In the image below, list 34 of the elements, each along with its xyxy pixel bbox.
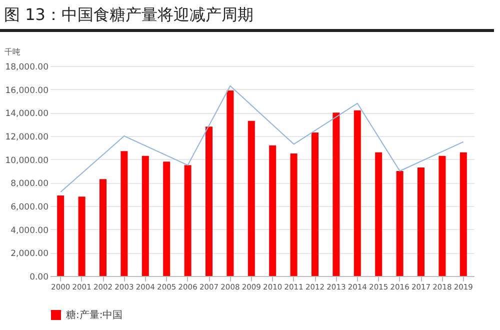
y-tick-label: 0.00: [30, 272, 48, 282]
line-series: [60, 85, 464, 192]
bar: [120, 151, 128, 276]
y-tick-label: 14,000.00: [5, 109, 48, 120]
bar: [57, 196, 64, 276]
y-tick-label: 10,000.00: [5, 156, 48, 166]
y-tick-label: 4,000.00: [10, 226, 48, 236]
bar: [248, 120, 255, 276]
bar: [269, 145, 276, 276]
chart-title: 图 13：中国食糖产量将迎减产周期: [0, 0, 494, 32]
y-tick-label: 6,000.00: [10, 202, 48, 212]
bar: [312, 132, 318, 276]
bar: [163, 162, 170, 276]
y-tick-label: 2,000.00: [10, 249, 48, 260]
bar: [142, 156, 149, 276]
bar: [332, 112, 340, 276]
bar: [418, 168, 424, 276]
bar: [100, 179, 106, 276]
bar: [438, 156, 446, 276]
y-tick-label: 8,000.00: [10, 179, 48, 190]
legend-label: 糖:产量:中国: [66, 309, 123, 321]
bar: [290, 154, 298, 276]
y-tick-label: 16,000.00: [5, 86, 48, 96]
y-axis-title: 千吨: [4, 48, 20, 56]
bar: [206, 126, 212, 276]
y-tick-label: 12,000.00: [5, 132, 48, 142]
bar: [354, 110, 361, 276]
bar: [460, 152, 467, 276]
bar: [184, 165, 192, 276]
bar: [226, 90, 234, 276]
bar: [396, 171, 404, 276]
bar: [375, 152, 382, 276]
bar: [78, 196, 86, 276]
y-tick-label: 18,000.00: [5, 62, 48, 72]
